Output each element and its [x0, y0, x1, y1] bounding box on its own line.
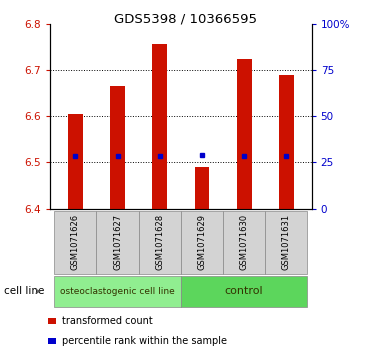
Bar	[279, 74, 294, 209]
Text: osteoclastogenic cell line: osteoclastogenic cell line	[60, 287, 175, 296]
Text: GSM1071627: GSM1071627	[113, 214, 122, 270]
Bar	[194, 167, 209, 209]
Text: cell line: cell line	[4, 286, 44, 296]
Bar	[110, 86, 125, 209]
Text: control: control	[225, 286, 263, 296]
Text: GSM1071631: GSM1071631	[282, 214, 291, 270]
Text: transformed count: transformed count	[62, 316, 153, 326]
Text: GDS5398 / 10366595: GDS5398 / 10366595	[114, 13, 257, 26]
Text: percentile rank within the sample: percentile rank within the sample	[62, 336, 227, 346]
Bar	[237, 59, 252, 209]
Bar	[68, 114, 83, 209]
Text: GSM1071626: GSM1071626	[71, 214, 80, 270]
Text: GSM1071628: GSM1071628	[155, 214, 164, 270]
Text: GSM1071629: GSM1071629	[197, 214, 206, 270]
Text: GSM1071630: GSM1071630	[240, 214, 249, 270]
Bar	[152, 44, 167, 209]
